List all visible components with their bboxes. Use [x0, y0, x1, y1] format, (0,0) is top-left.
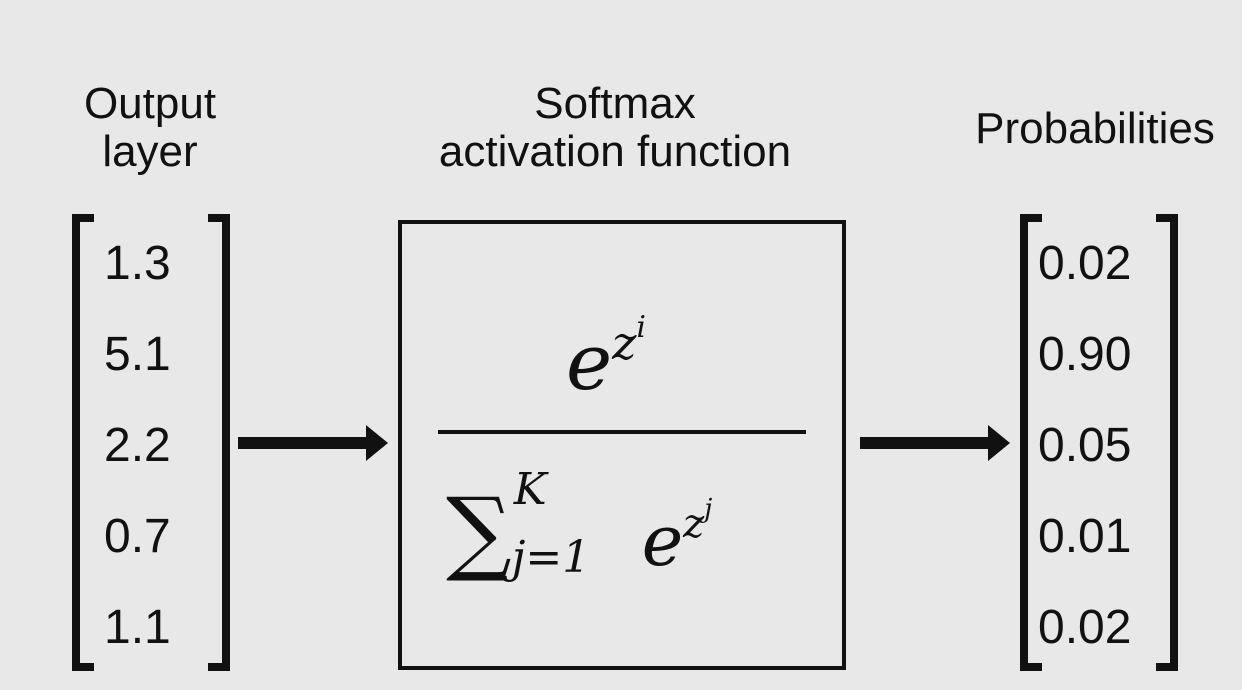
softmax-heading-line-2: activation function — [438, 127, 792, 176]
output-vector-right-bracket — [208, 214, 230, 671]
probabilities-vector-left-bracket — [1020, 214, 1042, 671]
output-value: 2.2 — [104, 419, 171, 472]
probability-value: 0.01 — [1038, 510, 1132, 563]
numerator-base: e — [566, 318, 613, 408]
output-value: 0.7 — [104, 510, 171, 563]
fraction-line — [438, 430, 806, 434]
sum-lower-limit: j=1 — [511, 532, 591, 583]
denominator-base: e — [641, 500, 684, 582]
softmax-heading-line-1: Softmax — [534, 79, 696, 128]
output-vector-left-bracket — [72, 214, 94, 671]
probabilities-vector-right-bracket — [1156, 214, 1178, 671]
output-layer-heading-line-1: Output — [83, 79, 217, 128]
probability-value: 0.05 — [1038, 419, 1132, 472]
probability-value: 0.02 — [1038, 601, 1132, 654]
output-value: 1.1 — [104, 601, 171, 654]
output-layer-heading: Output layer — [40, 80, 260, 176]
probability-value: 0.02 — [1038, 237, 1132, 290]
probabilities-heading: Probabilities — [975, 104, 1215, 153]
denominator-term: ezj — [641, 494, 713, 582]
sum-symbol: ∑ — [446, 478, 512, 585]
denominator-exponent: zj — [683, 494, 712, 547]
denominator-exponent-sub: j — [704, 494, 713, 524]
softmax-numerator: ezi — [566, 310, 646, 408]
numerator-exponent: zi — [612, 310, 646, 370]
output-value: 5.1 — [104, 328, 171, 381]
arrow-right-icon — [238, 425, 388, 461]
arrow-right-icon — [860, 425, 1010, 461]
softmax-function-box — [398, 220, 846, 670]
softmax-heading: Softmax activation function — [395, 80, 835, 176]
numerator-exponent-var: z — [612, 316, 637, 370]
probabilities-vector: 0.02 0.90 0.05 0.01 0.02 — [1038, 218, 1168, 673]
output-value: 1.3 — [104, 237, 171, 290]
probability-value: 0.90 — [1038, 328, 1132, 381]
denominator-exponent-var: z — [683, 501, 705, 547]
numerator-exponent-sub: i — [636, 310, 647, 345]
output-layer-vector: 1.3 5.1 2.2 0.7 1.1 — [104, 218, 204, 673]
sum-upper-limit: K — [513, 464, 547, 515]
output-layer-heading-line-2: layer — [102, 127, 198, 176]
